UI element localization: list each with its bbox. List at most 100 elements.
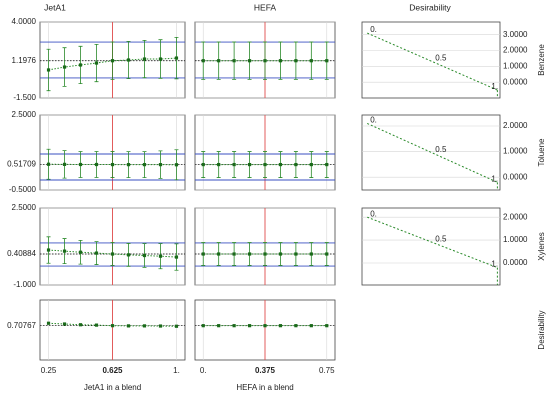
x-tick-label: 0.375 [255,366,276,375]
row-label: Desirability [537,310,546,349]
column-header: HEFA [254,2,277,12]
column-header: Desirability [409,2,451,12]
x-axis-title: JetA1 in a blend [84,383,141,392]
y-tick-label: 2.5000 [12,110,37,119]
point [78,162,83,167]
panel [361,207,501,286]
point [325,324,329,328]
x-axis-title: HEFA in a blend [236,383,293,392]
column-header: JetA1 [44,2,66,12]
y-tick-label: 2.0000 [503,46,528,55]
point [309,252,313,256]
point [309,162,313,167]
point [294,252,298,256]
point [309,59,313,63]
point [247,252,252,256]
point [232,59,236,63]
point [46,68,51,72]
point [263,324,267,328]
point [110,59,115,63]
x-tick-label: 0.25 [41,366,57,375]
point [174,56,179,60]
desirability-label: 0.5 [435,54,447,63]
desirability-label: 0.5 [435,145,447,154]
point [46,162,51,166]
point [110,252,115,256]
x-tick-label: 0.625 [102,366,123,375]
point [62,65,67,69]
point [201,324,205,328]
point [158,163,163,167]
panel [361,21,501,99]
desirability-label: 1. [491,82,498,91]
point [247,59,252,63]
point [278,162,283,167]
point [110,324,115,328]
point [217,252,221,256]
point [232,252,236,256]
desirability-line [367,216,498,269]
point [232,324,236,328]
point [325,59,329,63]
point [126,163,131,167]
x-tick-label: 0. [200,366,207,375]
point [201,162,205,167]
desirability-label: 0. [370,116,377,125]
y-tick-label: 2.5000 [12,203,37,212]
point [78,63,83,67]
y-tick-label: 0.0000 [503,172,528,181]
y-tick-label: 0.0000 [503,77,528,86]
point [278,59,283,63]
x-tick-label: 0.75 [319,366,335,375]
point [142,163,147,167]
y-tick-label: 2.0000 [503,212,528,221]
x-tick-label: 1. [173,366,180,375]
point [94,61,99,65]
point [126,58,131,62]
point [217,324,221,328]
point [46,248,51,252]
point [78,323,83,327]
point [263,59,267,63]
point [201,59,205,63]
y-tick-label: 1.0000 [503,61,528,70]
point [309,324,313,328]
point [94,323,99,327]
desirability-label: 1. [491,260,498,269]
point [62,249,67,253]
y-tick-label: 1.1976 [12,56,37,65]
point [158,324,163,328]
desirability-label: 1. [491,174,498,183]
point [142,324,147,328]
y-tick-label: -1.500 [13,93,36,102]
desirability-label: 0.5 [435,234,447,243]
point [62,162,67,166]
point [217,59,221,63]
y-tick-label: 0.51709 [7,160,36,169]
point [174,255,179,259]
point [294,162,298,167]
y-tick-label: -0.5000 [9,185,37,194]
y-tick-label: 1.0000 [503,147,528,156]
y-tick-label: 0.40884 [7,249,36,258]
y-tick-label: 0.70767 [7,321,36,330]
point [126,253,131,257]
point [78,250,83,254]
point [94,162,99,167]
point [325,252,329,256]
y-tick-label: 0.0000 [503,258,528,267]
profile-line [48,57,177,71]
point [217,162,221,167]
point [142,57,147,61]
point [278,324,283,328]
y-tick-label: 1.0000 [503,235,528,244]
row-label: Benzene [537,44,546,76]
point [174,163,179,167]
point [263,162,267,167]
row-label: Toluene [537,138,546,167]
point [62,322,67,326]
y-tick-label: 2.0000 [503,121,528,130]
point [142,253,147,258]
y-tick-label: 3.0000 [503,30,528,39]
point [232,162,236,167]
